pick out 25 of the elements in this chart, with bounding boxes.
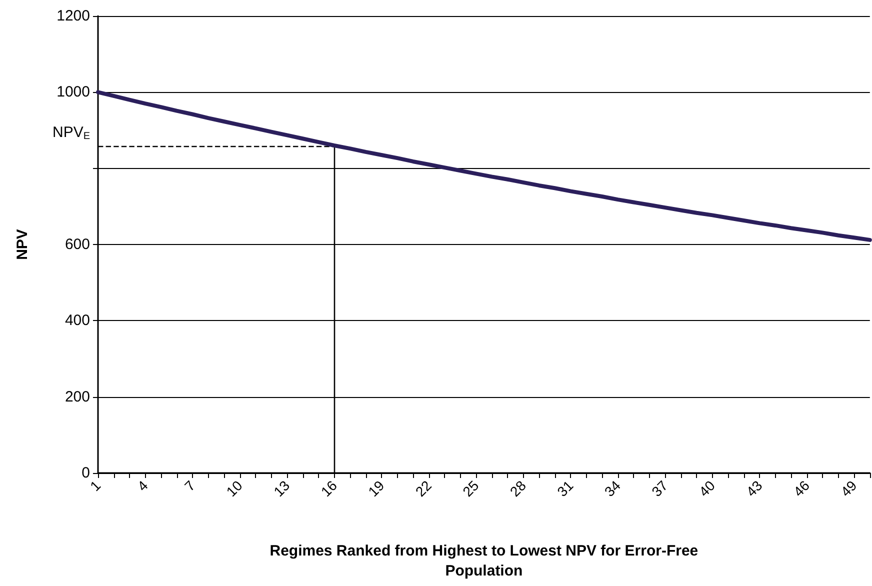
- x-tick-label: 4: [134, 477, 152, 494]
- y-tick-label: 200: [64, 388, 90, 406]
- y-tick-label: 600: [64, 236, 90, 253]
- y-axis-title: NPV: [14, 229, 31, 260]
- x-tick-label: 28: [506, 477, 530, 500]
- x-tick-label: 16: [318, 477, 340, 500]
- annotation: NPV$_{E}$: [52, 124, 90, 144]
- x-axis-title: Regimes Ranked from Highest to Lowest NPV for Error-Free Population: [270, 542, 698, 580]
- y-tick-label: 1200: [56, 8, 90, 24]
- x-tick-label: 7: [181, 477, 198, 494]
- x-tick-label: 37: [648, 477, 671, 500]
- x-tick-label: 49: [837, 477, 860, 500]
- y-tick-label: 1000: [56, 84, 90, 101]
- y-tick-label: 400: [64, 312, 90, 330]
- x-tick-label: 43: [742, 477, 766, 500]
- x-tick-label: 34: [601, 477, 624, 500]
- x-tick-label: 13: [270, 477, 293, 500]
- x-tick-label: 40: [696, 477, 718, 500]
- x-tick-label: 25: [459, 477, 482, 500]
- line-series: [96, 90, 872, 242]
- x-tick-label: 46: [790, 477, 813, 500]
- x-tick-label: 19: [364, 477, 388, 500]
- x-tick-label: 22: [412, 477, 435, 500]
- x-tick-label: 10: [223, 477, 246, 500]
- x-tick-label: 31: [554, 477, 576, 500]
